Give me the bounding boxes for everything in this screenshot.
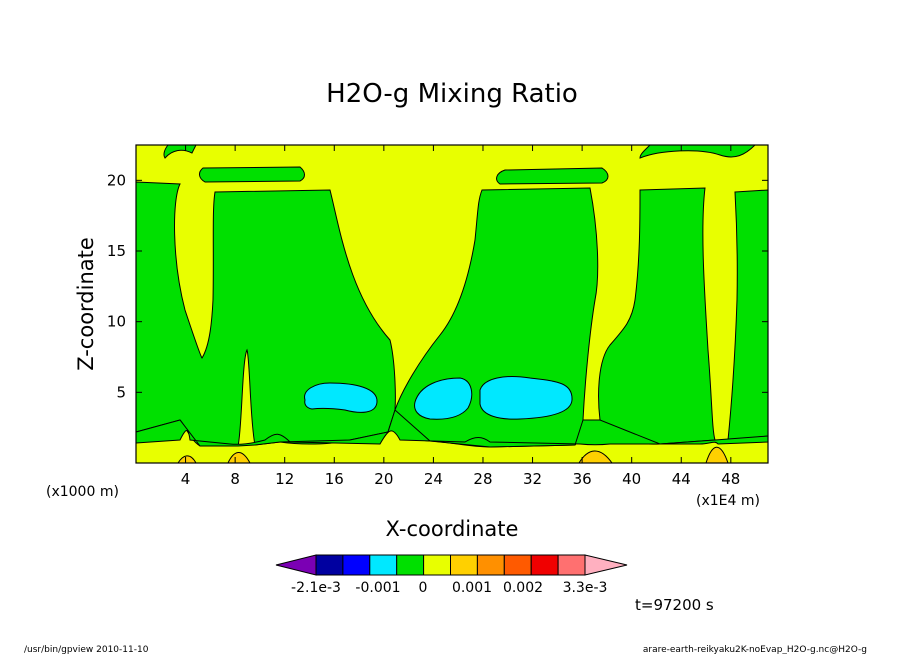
- colorbar-tick-label: -0.001: [355, 580, 400, 596]
- x-tick-label: 16: [325, 470, 344, 488]
- y-tick-label: 20: [107, 171, 126, 189]
- cyan-region-1: [304, 382, 378, 413]
- cyan-region-3: [479, 376, 573, 420]
- colorbar-swatch: [530, 554, 559, 576]
- colorbar-swatch: [315, 554, 344, 576]
- green-band-top-right: [639, 144, 757, 159]
- x-tick-label: 4: [181, 470, 191, 488]
- y-axis-ticks: 5 10 15 20: [107, 171, 768, 401]
- colorbar-swatch: [450, 554, 478, 576]
- green-band-upper-left: [199, 166, 305, 183]
- green-region-left: [135, 181, 396, 447]
- x-unit-left: (x1000 m): [46, 484, 119, 500]
- time-label: t=97200 s: [635, 596, 714, 614]
- x-axis-ticks: 4 8 12 16 20 24 28 32 36 40 44 48: [181, 145, 740, 488]
- colorbar-tick-label: 0.001: [452, 580, 492, 596]
- footer-right: arare-earth-reikyaku2K-noEvap_H2O-g.nc@H…: [643, 645, 867, 654]
- x-tick-label: 28: [473, 470, 492, 488]
- colorbar-arrow-left: [275, 554, 317, 576]
- green-band-lower: [135, 409, 769, 448]
- colorbar-labels: -2.1e-3 -0.001 0 0.001 0.002 3.3e-3: [291, 580, 607, 596]
- plot-frame: [135, 144, 769, 464]
- colorbar-swatch: [342, 554, 371, 576]
- cyan-region-2: [414, 377, 473, 420]
- colorbar-swatch: [503, 554, 532, 576]
- y-tick-label: 15: [107, 242, 126, 260]
- green-band-upper-center: [496, 167, 609, 185]
- colorbar-tick-label: 3.3e-3: [563, 580, 608, 596]
- x-tick-label: 20: [374, 470, 393, 488]
- colorbar-swatch: [476, 554, 505, 576]
- footer-left: /usr/bin/gpview 2010-11-10: [24, 645, 149, 654]
- colorbar-swatch: [396, 554, 425, 576]
- orange-bumps: [177, 446, 729, 464]
- x-tick-label: 8: [230, 470, 240, 488]
- x-tick-label: 44: [672, 470, 691, 488]
- colorbar-swatch: [423, 554, 452, 576]
- colorbar-swatch: [557, 554, 586, 576]
- colorbar-tick-label: 0.002: [503, 580, 543, 596]
- y-tick-label: 5: [116, 383, 126, 401]
- x-tick-label: 36: [573, 470, 592, 488]
- x-tick-label: 48: [721, 470, 740, 488]
- chart-title: H2O-g Mixing Ratio: [326, 79, 578, 109]
- y-axis-label: Z-coordinate: [74, 237, 98, 371]
- x-tick-label: 32: [523, 470, 542, 488]
- colorbar-tick-label: -2.1e-3: [291, 580, 341, 596]
- colorbar-tick-label: 0: [419, 580, 428, 596]
- plot-area: [135, 144, 769, 464]
- x-tick-label: 12: [275, 470, 294, 488]
- x-tick-label: 24: [424, 470, 443, 488]
- colorbar-swatch: [369, 554, 398, 576]
- y-tick-label: 10: [107, 313, 126, 331]
- colorbar-arrow-right: [584, 554, 628, 576]
- x-tick-label: 40: [622, 470, 641, 488]
- x-unit-right: (x1E4 m): [696, 493, 760, 509]
- green-region-far-right: [727, 189, 769, 441]
- colorbar: [275, 554, 628, 576]
- x-axis-label: X-coordinate: [386, 517, 519, 541]
